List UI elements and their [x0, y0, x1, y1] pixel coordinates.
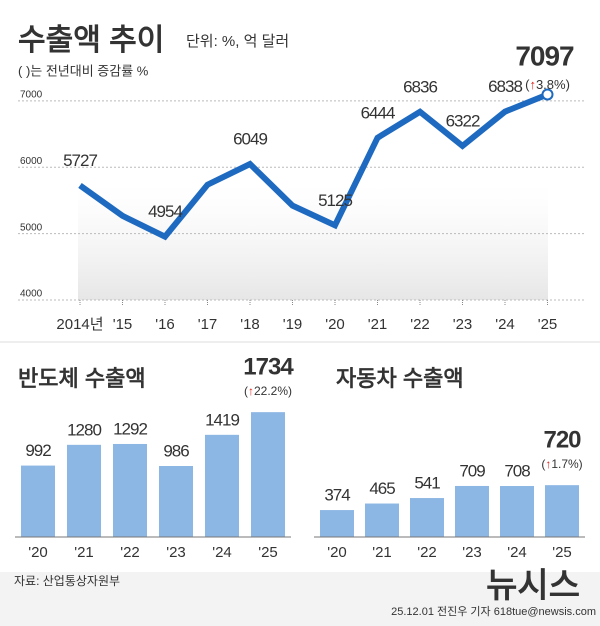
data-label: 6838: [488, 77, 522, 96]
data-label: 5125: [318, 191, 352, 210]
chart-subtitle: 단위: %, 억 달러: [186, 33, 289, 50]
data-label: 1734: [243, 353, 294, 380]
x-tick-label: '24: [212, 544, 232, 561]
bar: [67, 444, 101, 537]
bar: [545, 485, 579, 537]
x-tick-label: '23: [462, 544, 482, 561]
data-label: 1419: [205, 410, 239, 429]
x-tick-label: '24: [507, 544, 527, 561]
data-label: 708: [504, 462, 530, 481]
x-tick-label: 2014년: [56, 316, 103, 333]
bar: [251, 412, 285, 537]
x-tick-label: '18: [240, 316, 260, 333]
y-tick-label: 7000: [20, 90, 43, 101]
source: 자료: 산업통상자원부: [14, 574, 120, 588]
data-label: 992: [25, 441, 51, 460]
x-tick-label: '20: [327, 544, 347, 561]
annotation: (↑1.7%): [541, 457, 582, 471]
x-tick-label: '25: [552, 544, 572, 561]
x-tick-label: '21: [372, 544, 392, 561]
bar: [159, 466, 193, 537]
data-label: 709: [459, 461, 485, 480]
highlight-point: [541, 88, 554, 101]
x-tick-label: '21: [74, 544, 94, 561]
bar: [21, 465, 55, 537]
bar: [365, 503, 399, 537]
chart-note: ( )는 전년대비 증감률 %: [18, 63, 149, 78]
line: [78, 91, 549, 241]
data-label: 374: [324, 486, 350, 505]
y-tick-label: 4000: [20, 289, 43, 300]
data-label: 6444: [361, 103, 395, 122]
x-tick-label: '19: [283, 316, 303, 333]
footer-band: [0, 572, 600, 626]
data-label: 6322: [446, 111, 480, 130]
data-label: 986: [163, 441, 189, 460]
chart-title: 반도체 수출액: [18, 366, 146, 391]
data-label: 7097: [515, 40, 574, 71]
credit: 25.12.01 전진우 기자 618tue@newsis.com: [391, 605, 596, 618]
y-tick-label: 6000: [20, 156, 43, 167]
bar: [113, 443, 147, 537]
y-tick-label: 5000: [20, 222, 43, 233]
x-tick-label: '20: [325, 316, 345, 333]
bar: [410, 498, 444, 537]
x-tick-label: '17: [198, 316, 218, 333]
x-tick-label: '21: [368, 316, 388, 333]
x-tick-label: '20: [28, 544, 48, 561]
x-tick-label: '16: [155, 316, 175, 333]
data-label: 6836: [403, 77, 437, 96]
watermark: 뉴시스: [486, 567, 580, 605]
data-label: 4954: [148, 202, 182, 221]
bar: [500, 486, 534, 537]
bar: [205, 434, 239, 537]
chart-title: 자동차 수출액: [336, 366, 464, 391]
x-tick-label: '24: [495, 316, 515, 333]
x-tick-label: '25: [538, 316, 558, 333]
data-label: 720: [543, 427, 581, 454]
x-tick-label: '22: [417, 544, 437, 561]
data-label: 465: [369, 479, 395, 498]
x-tick-label: '23: [166, 544, 186, 561]
x-tick-label: '22: [120, 544, 140, 561]
bar: [455, 485, 489, 537]
data-label: 1292: [113, 419, 147, 438]
bar: [320, 510, 354, 537]
data-label: 6049: [233, 130, 267, 149]
x-tick-label: '23: [453, 316, 473, 333]
x-tick-label: '15: [113, 316, 133, 333]
plot-shade: [78, 185, 548, 300]
chart-title: 수출액 추이: [18, 24, 164, 57]
data-label: 1280: [67, 420, 101, 439]
data-label: 5727: [63, 151, 97, 170]
annotation: (↑22.2%): [244, 384, 292, 398]
x-tick-label: '25: [258, 544, 278, 561]
x-tick-label: '22: [410, 316, 430, 333]
annotation: (↑3.8%): [525, 77, 570, 92]
data-label: 541: [414, 474, 440, 493]
